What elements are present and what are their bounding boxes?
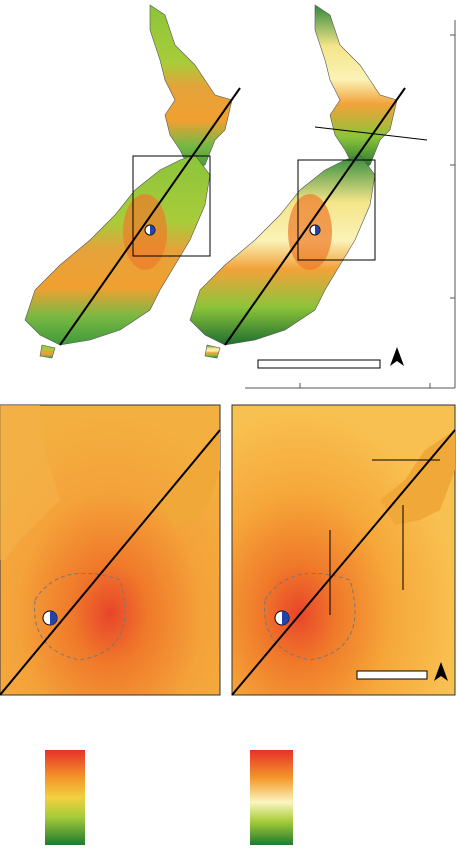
top-frame [245, 20, 456, 389]
map-right [189, 4, 428, 359]
colorbar [45, 750, 85, 845]
map-left [24, 4, 241, 359]
colorbar [250, 750, 293, 845]
panel-left [0, 404, 221, 696]
scale-bar [257, 347, 404, 369]
panel-right [231, 404, 456, 696]
